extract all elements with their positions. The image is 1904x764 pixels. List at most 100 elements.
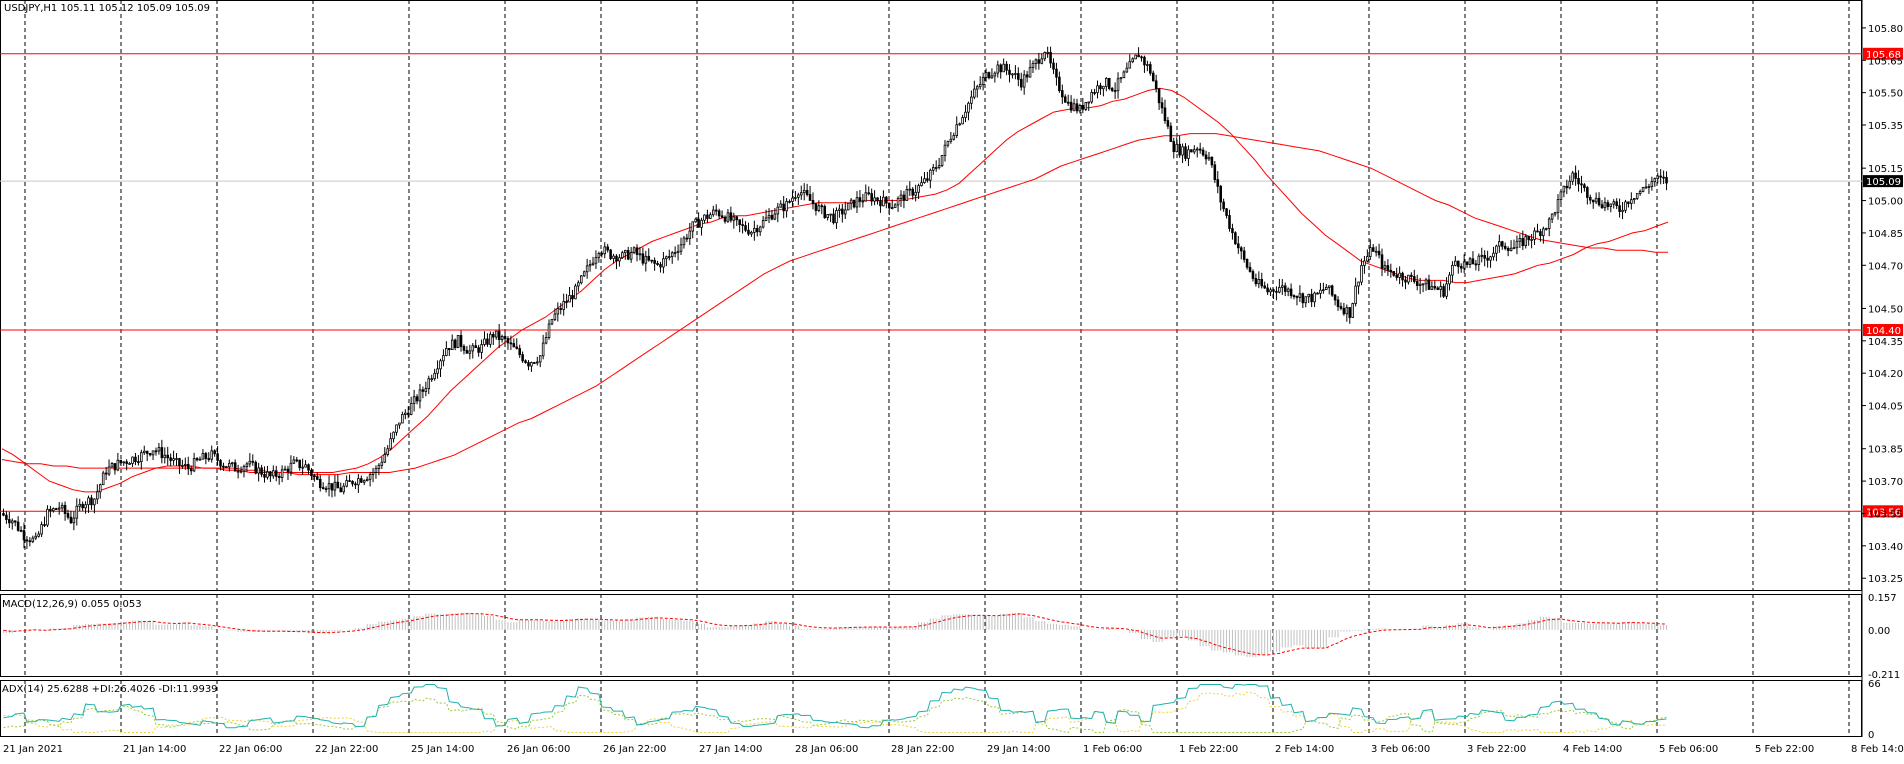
candle[interactable]: [1283, 282, 1287, 297]
candle[interactable]: [864, 184, 868, 202]
candle[interactable]: [1028, 59, 1032, 78]
candle[interactable]: [1137, 47, 1140, 58]
candle[interactable]: [1219, 184, 1222, 211]
candle[interactable]: [1521, 230, 1525, 250]
candle[interactable]: [1480, 247, 1484, 263]
candle[interactable]: [442, 349, 445, 367]
candle[interactable]: [978, 76, 982, 90]
candle[interactable]: [603, 242, 607, 259]
candle[interactable]: [785, 198, 788, 218]
candle[interactable]: [157, 443, 161, 455]
candle[interactable]: [260, 464, 263, 478]
candle[interactable]: [54, 507, 58, 510]
candle[interactable]: [1146, 60, 1149, 72]
candle[interactable]: [1498, 234, 1501, 253]
candle[interactable]: [1536, 223, 1539, 233]
candle[interactable]: [750, 230, 753, 237]
candle[interactable]: [811, 192, 815, 210]
candle[interactable]: [374, 465, 378, 479]
candle[interactable]: [621, 250, 624, 259]
candle[interactable]: [849, 198, 853, 210]
candle[interactable]: [512, 338, 516, 348]
candle[interactable]: [1430, 281, 1434, 290]
candle[interactable]: [867, 186, 871, 196]
candle[interactable]: [289, 455, 293, 476]
candle[interactable]: [929, 168, 932, 189]
candle[interactable]: [1301, 292, 1305, 309]
candle[interactable]: [521, 351, 524, 363]
candle[interactable]: [404, 409, 407, 420]
candle[interactable]: [1650, 176, 1654, 191]
candle[interactable]: [735, 215, 739, 226]
candle[interactable]: [1310, 288, 1313, 308]
candle[interactable]: [1404, 275, 1407, 290]
candle[interactable]: [1081, 97, 1085, 114]
candle[interactable]: [1477, 253, 1481, 272]
candle[interactable]: [1609, 203, 1613, 213]
candle[interactable]: [594, 250, 598, 269]
candle[interactable]: [2, 508, 5, 517]
candle[interactable]: [298, 459, 301, 471]
candle[interactable]: [805, 183, 809, 197]
candle[interactable]: [1313, 291, 1316, 308]
candle[interactable]: [934, 160, 938, 172]
candle[interactable]: [1533, 227, 1536, 246]
candle[interactable]: [46, 505, 49, 528]
candle[interactable]: [852, 199, 856, 209]
candle[interactable]: [483, 331, 486, 347]
candle[interactable]: [119, 459, 123, 466]
candle[interactable]: [1257, 271, 1261, 289]
candle[interactable]: [964, 104, 967, 123]
candle[interactable]: [207, 452, 211, 462]
candle[interactable]: [1049, 46, 1052, 68]
candle[interactable]: [1286, 287, 1290, 297]
candle[interactable]: [401, 411, 404, 424]
candle[interactable]: [163, 447, 167, 464]
candle[interactable]: [72, 511, 76, 531]
candle[interactable]: [392, 431, 395, 443]
candle[interactable]: [981, 72, 985, 91]
candle[interactable]: [1239, 246, 1243, 260]
candle[interactable]: [154, 447, 158, 456]
candle[interactable]: [1360, 258, 1363, 286]
candle[interactable]: [1134, 54, 1137, 60]
candle[interactable]: [257, 462, 260, 482]
candle[interactable]: [450, 334, 454, 351]
candle[interactable]: [116, 452, 120, 472]
candle[interactable]: [1160, 97, 1164, 114]
candle[interactable]: [1565, 179, 1569, 195]
candle[interactable]: [1046, 46, 1049, 58]
candle[interactable]: [879, 195, 882, 213]
candle[interactable]: [1459, 263, 1463, 273]
candle[interactable]: [1401, 271, 1404, 287]
candle[interactable]: [1371, 244, 1375, 252]
candle[interactable]: [885, 195, 888, 209]
candle[interactable]: [656, 260, 659, 266]
candle[interactable]: [1366, 249, 1369, 263]
candle[interactable]: [571, 289, 574, 308]
candle[interactable]: [90, 494, 93, 510]
candle[interactable]: [606, 243, 609, 253]
candle[interactable]: [1588, 194, 1592, 205]
candle[interactable]: [600, 250, 604, 258]
candle[interactable]: [644, 250, 648, 272]
candle[interactable]: [647, 248, 651, 262]
candle[interactable]: [1307, 293, 1310, 303]
candle[interactable]: [43, 516, 46, 528]
candle[interactable]: [1022, 70, 1026, 95]
candle[interactable]: [1638, 189, 1642, 196]
candle[interactable]: [1014, 65, 1017, 80]
candle[interactable]: [274, 465, 278, 482]
candle[interactable]: [920, 176, 923, 187]
candle[interactable]: [653, 257, 656, 271]
candle[interactable]: [1055, 62, 1058, 86]
candle[interactable]: [1110, 86, 1114, 93]
candle[interactable]: [1659, 169, 1662, 185]
candle[interactable]: [1245, 258, 1249, 270]
candle[interactable]: [60, 502, 64, 512]
candle[interactable]: [263, 466, 266, 483]
candle[interactable]: [1105, 77, 1108, 92]
candle[interactable]: [1583, 183, 1586, 192]
candle[interactable]: [506, 336, 510, 350]
